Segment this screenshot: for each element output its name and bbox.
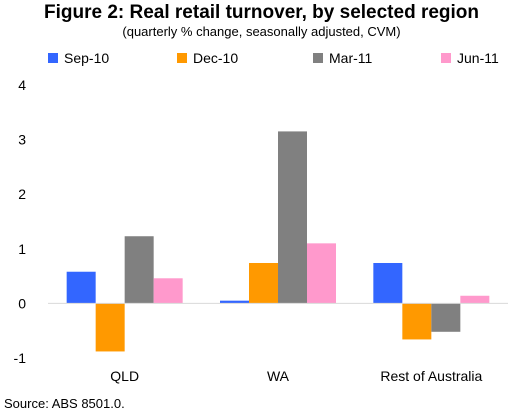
- legend-swatch-dec-10: [177, 53, 187, 63]
- legend-label-sep-10: Sep-10: [64, 50, 110, 66]
- chart-subtitle: (quarterly % change, seasonally adjusted…: [122, 24, 401, 39]
- legend-label-jun-11: Jun-11: [457, 50, 499, 66]
- legend-swatch-jun-11: [441, 53, 451, 63]
- legend-label-mar-11: Mar-11: [329, 50, 373, 66]
- y-tick-label: 0: [18, 295, 26, 311]
- x-category-label: QLD: [110, 368, 139, 384]
- bar-jun-11-qld: [153, 278, 183, 304]
- bar-sep-10-rest-of-australia: [373, 262, 403, 304]
- x-category-label: Rest of Australia: [380, 368, 482, 384]
- bar-dec-10-wa: [249, 262, 278, 304]
- bar-mar-11-rest-of-australia: [431, 303, 461, 332]
- legend-item-mar-11: Mar-11: [313, 49, 372, 67]
- source-note: Source: ABS 8501.0.: [4, 396, 125, 411]
- bar-sep-10-qld: [66, 271, 96, 304]
- x-category-label: WA: [267, 368, 290, 384]
- y-tick-label: 1: [18, 241, 26, 257]
- y-tick-label: 3: [18, 132, 26, 148]
- legend-item-dec-10: Dec-10: [177, 49, 238, 67]
- legend-label-dec-10: Dec-10: [193, 50, 239, 66]
- y-tick-label: 2: [18, 186, 26, 202]
- y-tick-label: 4: [18, 77, 26, 93]
- y-tick-label: -1: [14, 350, 27, 366]
- chart-title: Figure 2: Real retail turnover, by selec…: [43, 2, 480, 23]
- legend: Sep-10 Dec-10 Mar-11 Jun-11: [0, 49, 523, 67]
- bar-dec-10-rest-of-australia: [402, 303, 432, 340]
- bar-jun-11-rest-of-australia: [460, 295, 490, 304]
- legend-item-jun-11: Jun-11: [441, 49, 499, 67]
- bar-dec-10-qld: [95, 303, 125, 352]
- legend-swatch-mar-11: [313, 53, 323, 63]
- bar-jun-11-wa: [307, 243, 336, 304]
- bar-mar-11-wa: [278, 131, 307, 304]
- legend-swatch-sep-10: [48, 53, 58, 63]
- bar-mar-11-qld: [124, 236, 154, 304]
- legend-item-sep-10: Sep-10: [48, 49, 109, 67]
- bar-sep-10-wa: [220, 300, 249, 304]
